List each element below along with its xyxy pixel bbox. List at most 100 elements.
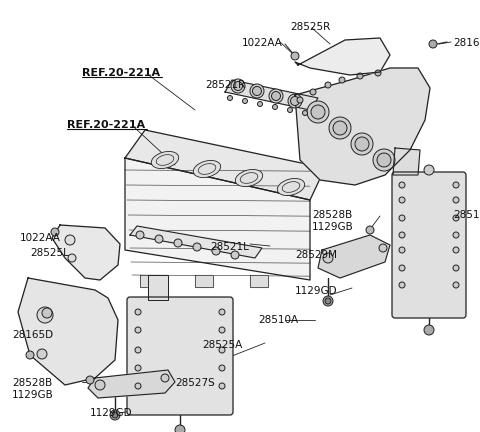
Circle shape bbox=[37, 307, 53, 323]
Polygon shape bbox=[295, 38, 390, 75]
Text: 1129GB: 1129GB bbox=[12, 390, 54, 400]
Text: 28525A: 28525A bbox=[202, 340, 242, 350]
Polygon shape bbox=[130, 226, 262, 258]
Circle shape bbox=[399, 197, 405, 203]
Circle shape bbox=[135, 327, 141, 333]
Circle shape bbox=[161, 374, 169, 382]
Circle shape bbox=[135, 309, 141, 315]
Text: 1129GB: 1129GB bbox=[312, 222, 354, 232]
Circle shape bbox=[424, 325, 434, 335]
Circle shape bbox=[329, 117, 351, 139]
Circle shape bbox=[453, 232, 459, 238]
Circle shape bbox=[307, 101, 329, 123]
Circle shape bbox=[453, 265, 459, 271]
Circle shape bbox=[135, 347, 141, 353]
Text: 28529M: 28529M bbox=[295, 250, 337, 260]
Circle shape bbox=[219, 347, 225, 353]
Circle shape bbox=[399, 282, 405, 288]
Circle shape bbox=[219, 309, 225, 315]
Circle shape bbox=[297, 97, 303, 103]
Circle shape bbox=[373, 149, 395, 171]
Text: 28165D: 28165D bbox=[453, 38, 480, 48]
FancyBboxPatch shape bbox=[392, 172, 466, 318]
Circle shape bbox=[325, 298, 331, 304]
Circle shape bbox=[95, 380, 105, 390]
Circle shape bbox=[355, 137, 369, 151]
FancyBboxPatch shape bbox=[127, 297, 233, 415]
Circle shape bbox=[339, 77, 345, 83]
Circle shape bbox=[272, 92, 280, 101]
Circle shape bbox=[333, 121, 347, 135]
Circle shape bbox=[375, 70, 381, 76]
Polygon shape bbox=[225, 80, 318, 110]
Circle shape bbox=[424, 165, 434, 175]
Polygon shape bbox=[148, 275, 168, 300]
Circle shape bbox=[269, 89, 283, 103]
Circle shape bbox=[112, 412, 118, 418]
Circle shape bbox=[233, 82, 242, 90]
Circle shape bbox=[110, 410, 120, 420]
Circle shape bbox=[453, 247, 459, 253]
Circle shape bbox=[377, 153, 391, 167]
Polygon shape bbox=[88, 370, 175, 398]
Polygon shape bbox=[52, 225, 120, 280]
Circle shape bbox=[68, 254, 76, 262]
Circle shape bbox=[250, 84, 264, 98]
Circle shape bbox=[453, 197, 459, 203]
Circle shape bbox=[273, 105, 277, 109]
Circle shape bbox=[257, 102, 263, 107]
Polygon shape bbox=[393, 148, 420, 175]
Ellipse shape bbox=[151, 152, 179, 168]
Circle shape bbox=[291, 52, 299, 60]
Circle shape bbox=[399, 247, 405, 253]
Circle shape bbox=[399, 182, 405, 188]
Text: 28521R: 28521R bbox=[205, 80, 245, 90]
Circle shape bbox=[86, 376, 94, 384]
Text: 1022AA: 1022AA bbox=[20, 233, 61, 243]
Circle shape bbox=[219, 383, 225, 389]
Circle shape bbox=[135, 365, 141, 371]
Circle shape bbox=[231, 251, 239, 259]
Circle shape bbox=[219, 327, 225, 333]
Circle shape bbox=[379, 244, 387, 252]
Circle shape bbox=[174, 239, 182, 247]
Text: 1129GD: 1129GD bbox=[90, 408, 132, 418]
Polygon shape bbox=[295, 68, 430, 185]
Text: 1022AA: 1022AA bbox=[242, 38, 283, 48]
Circle shape bbox=[453, 182, 459, 188]
Circle shape bbox=[288, 94, 302, 108]
Text: 28528B: 28528B bbox=[312, 210, 352, 220]
Text: 28528B: 28528B bbox=[12, 378, 52, 388]
Text: 28525L: 28525L bbox=[30, 248, 69, 258]
Circle shape bbox=[135, 383, 141, 389]
Circle shape bbox=[351, 133, 373, 155]
Circle shape bbox=[290, 96, 300, 105]
Circle shape bbox=[26, 351, 34, 359]
Polygon shape bbox=[250, 275, 268, 287]
Circle shape bbox=[252, 86, 262, 95]
Ellipse shape bbox=[235, 169, 263, 187]
Text: REF.20-221A: REF.20-221A bbox=[82, 68, 160, 78]
Circle shape bbox=[399, 265, 405, 271]
Text: 1129GD: 1129GD bbox=[295, 286, 337, 296]
Circle shape bbox=[453, 215, 459, 221]
Text: REF.20-221A: REF.20-221A bbox=[67, 120, 145, 130]
Circle shape bbox=[228, 95, 232, 101]
Circle shape bbox=[65, 235, 75, 245]
Circle shape bbox=[357, 73, 363, 79]
Circle shape bbox=[37, 349, 47, 359]
Circle shape bbox=[175, 425, 185, 432]
Polygon shape bbox=[140, 275, 158, 287]
Circle shape bbox=[310, 89, 316, 95]
Polygon shape bbox=[318, 235, 390, 278]
Circle shape bbox=[323, 253, 333, 263]
Circle shape bbox=[193, 243, 201, 251]
Circle shape bbox=[155, 235, 163, 243]
Text: 28510B: 28510B bbox=[453, 210, 480, 220]
Circle shape bbox=[453, 282, 459, 288]
Circle shape bbox=[311, 105, 325, 119]
Text: 28527S: 28527S bbox=[175, 378, 215, 388]
Circle shape bbox=[323, 296, 333, 306]
Circle shape bbox=[42, 308, 52, 318]
Text: 28510A: 28510A bbox=[258, 315, 298, 325]
